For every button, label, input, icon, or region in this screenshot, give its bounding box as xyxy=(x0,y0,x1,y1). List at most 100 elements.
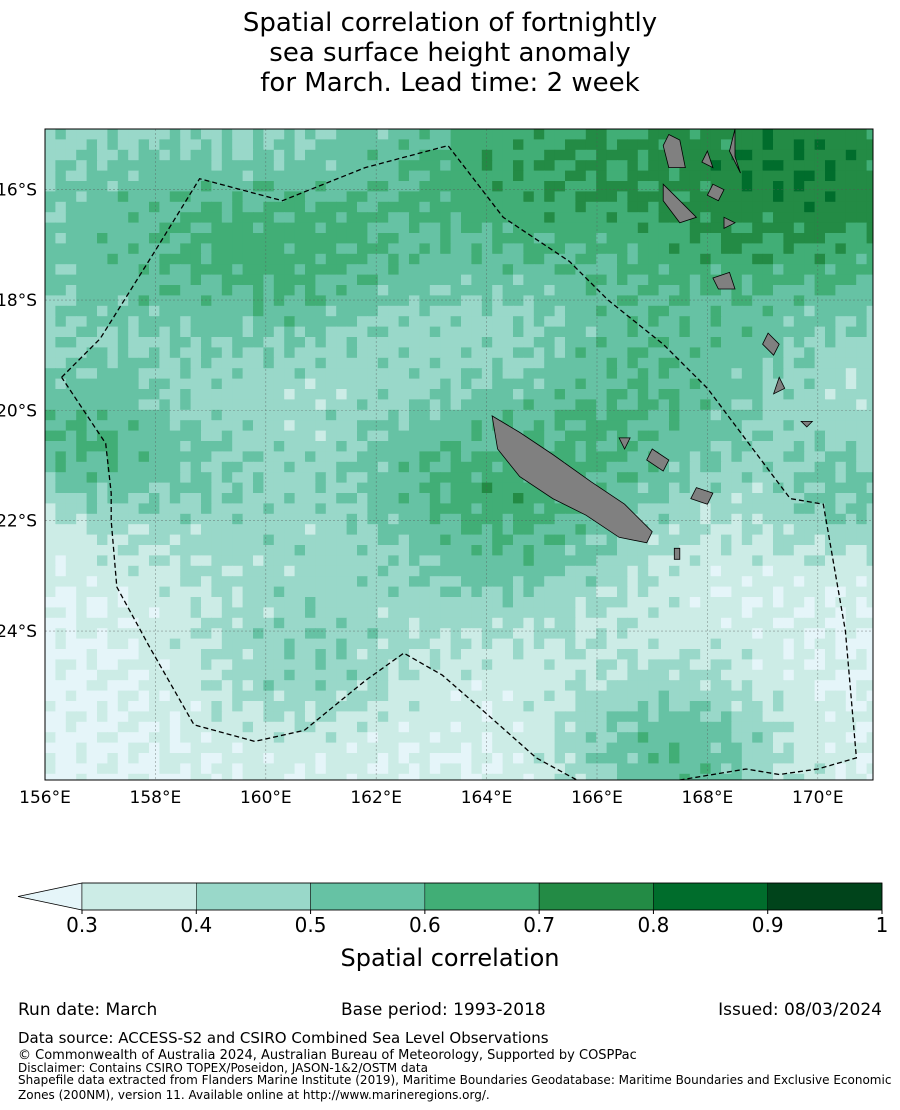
field-cell xyxy=(55,680,67,692)
field-cell xyxy=(575,160,587,172)
field-cell xyxy=(554,555,566,567)
field-cell xyxy=(471,160,483,172)
field-cell xyxy=(856,565,868,577)
field-cell xyxy=(856,399,868,411)
field-cell xyxy=(585,347,597,359)
field-cell xyxy=(305,139,316,151)
field-cell xyxy=(357,170,368,182)
field-cell xyxy=(86,482,98,494)
field-cell xyxy=(128,357,140,369)
field-cell xyxy=(107,565,119,577)
field-cell xyxy=(190,669,202,681)
field-cell xyxy=(169,763,181,775)
field-cell xyxy=(814,513,826,525)
field-cell xyxy=(471,711,483,723)
field-cell xyxy=(190,233,202,244)
field-cell xyxy=(107,721,119,733)
field-cell xyxy=(357,326,368,338)
field-cell xyxy=(232,233,244,244)
field-cell xyxy=(721,212,732,224)
field-cell xyxy=(575,326,587,338)
field-cell xyxy=(409,711,420,723)
field-cell xyxy=(429,347,441,359)
field-cell xyxy=(128,430,140,442)
field-cell xyxy=(741,493,753,504)
field-cell xyxy=(741,212,753,224)
field-cell xyxy=(835,472,847,484)
field-cell xyxy=(461,711,472,723)
field-cell xyxy=(232,721,244,733)
field-cell xyxy=(201,347,212,359)
field-cell xyxy=(232,597,244,608)
field-cell xyxy=(471,472,483,484)
field-cell xyxy=(65,222,77,234)
field-cell xyxy=(773,305,784,317)
field-cell xyxy=(648,617,660,629)
field-cell xyxy=(461,285,472,296)
field-cell xyxy=(138,638,150,650)
field-cell xyxy=(273,649,285,660)
field-cell xyxy=(377,503,389,515)
field-cell xyxy=(211,534,223,546)
field-cell xyxy=(86,409,98,421)
field-cell xyxy=(440,607,452,619)
field-cell xyxy=(804,430,816,442)
field-cell xyxy=(617,721,628,733)
field-cell xyxy=(253,357,264,369)
field-cell xyxy=(336,160,348,172)
field-cell xyxy=(367,337,379,348)
field-cell xyxy=(377,461,389,473)
field-cell xyxy=(544,347,556,359)
field-cell xyxy=(554,305,566,317)
field-cell xyxy=(596,680,608,692)
field-cell xyxy=(242,597,254,608)
field-cell xyxy=(253,399,264,411)
field-cell xyxy=(169,441,181,452)
field-cell xyxy=(232,285,244,296)
field-cell xyxy=(481,586,493,598)
field-cell xyxy=(741,160,753,172)
field-cell xyxy=(346,638,358,650)
field-cell xyxy=(825,607,836,619)
field-cell xyxy=(429,742,441,754)
field-cell xyxy=(575,441,587,452)
field-cell xyxy=(325,139,337,151)
field-cell xyxy=(128,409,140,421)
field-cell xyxy=(523,701,535,712)
field-cell xyxy=(596,378,608,390)
field-cell xyxy=(648,649,660,660)
field-cell xyxy=(752,160,764,172)
field-cell xyxy=(336,472,348,484)
field-cell xyxy=(617,732,628,744)
field-cell xyxy=(689,409,701,421)
field-cell xyxy=(253,243,264,255)
field-cell xyxy=(65,763,77,775)
field-cell xyxy=(419,201,431,213)
field-cell xyxy=(825,212,836,224)
field-cell xyxy=(263,305,275,317)
field-cell xyxy=(315,368,327,380)
field-cell xyxy=(305,399,316,411)
field-cell xyxy=(128,669,140,681)
field-cell xyxy=(325,482,337,494)
field-cell xyxy=(637,201,649,213)
field-cell xyxy=(284,222,296,234)
field-cell xyxy=(762,295,774,307)
field-cell xyxy=(190,326,202,338)
field-cell xyxy=(513,680,524,692)
field-cell xyxy=(55,201,67,213)
field-cell xyxy=(637,264,649,276)
field-cell xyxy=(502,513,514,525)
field-cell xyxy=(232,305,244,317)
field-cell xyxy=(554,191,566,203)
field-cell xyxy=(76,607,88,619)
field-cell xyxy=(731,565,743,577)
field-cell xyxy=(845,617,857,629)
field-cell xyxy=(315,503,327,515)
field-cell xyxy=(773,368,784,380)
field-cell xyxy=(419,149,431,161)
field-cell xyxy=(159,430,171,442)
field-cell xyxy=(741,326,753,338)
field-cell xyxy=(294,181,306,192)
field-cell xyxy=(866,305,873,317)
